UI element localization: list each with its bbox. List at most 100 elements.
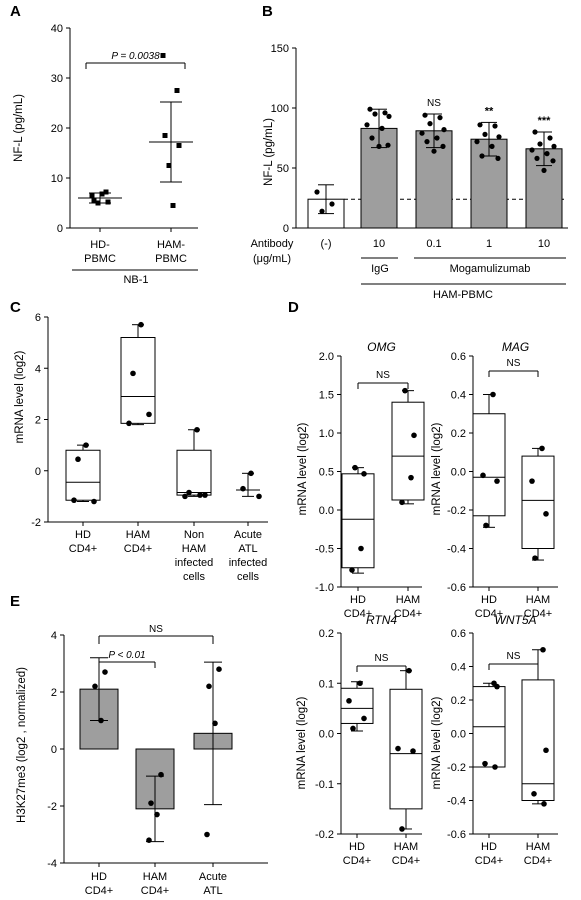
box (340, 687, 374, 724)
box (521, 679, 555, 802)
y-tick-label: -0.2 (315, 829, 334, 841)
data-point (364, 122, 370, 128)
y-tick-label: 0.2 (451, 695, 466, 707)
data-point (349, 567, 355, 573)
data-point (399, 499, 405, 506)
data-point (91, 498, 97, 505)
y-tick-label: 0 (35, 466, 41, 478)
data-point (431, 148, 437, 154)
data-point (358, 545, 364, 552)
data-point (402, 387, 408, 394)
ns-label: NS (375, 653, 389, 664)
data-point (146, 837, 152, 843)
data-point (532, 129, 538, 135)
data-point (385, 142, 391, 148)
data-point (148, 800, 154, 806)
data-point (529, 478, 535, 484)
data-point (361, 471, 367, 477)
y-tick-label: 4 (35, 363, 41, 375)
data-point (474, 139, 480, 145)
y-tick-label: 0 (51, 744, 57, 756)
x-category-label: HAM CD4+ (141, 871, 169, 897)
data-point (529, 147, 535, 153)
y-tick-label: -0.4 (447, 544, 466, 556)
data-point (369, 135, 375, 141)
data-point (154, 811, 160, 818)
group-label: HAM-PBMC (433, 289, 493, 301)
y-tick-label: 1.5 (319, 390, 334, 402)
y-axis-label: mRNA level (log2) (296, 696, 308, 789)
box (176, 449, 212, 496)
x-category-label: 0.1 (426, 238, 441, 250)
data-point (551, 143, 557, 149)
data-point (379, 125, 385, 131)
y-tick-label: -0.1 (315, 779, 334, 791)
y-tick-label: 4 (51, 630, 57, 642)
y-tick-label: 150 (271, 43, 289, 55)
y-tick-label: 0.0 (451, 467, 466, 479)
data-point (399, 826, 405, 832)
data-point (75, 456, 81, 463)
data-point (102, 669, 108, 675)
y-tick-label: 2 (35, 415, 41, 427)
data-point (492, 123, 498, 129)
y-tick-label: -4 (47, 858, 57, 870)
box (521, 455, 555, 550)
ns-label: NS (376, 370, 390, 381)
data-point (543, 511, 549, 517)
data-point (490, 391, 496, 398)
y-tick-label: 20 (51, 123, 63, 135)
data-point (531, 791, 537, 797)
y-tick-label: 1.0 (319, 428, 334, 440)
data-point (494, 478, 500, 484)
data-point (202, 492, 208, 498)
data-point (174, 88, 180, 93)
data-point (550, 158, 556, 164)
data-point (197, 492, 203, 498)
panel-label-d: D (288, 299, 299, 316)
significance-label: *** (538, 115, 552, 127)
data-point (479, 153, 485, 159)
x-category-label: Acute ATL (199, 871, 227, 897)
y-axis-label: mRNA level (log2) (431, 696, 443, 789)
data-point (543, 747, 549, 754)
data-point (367, 106, 373, 112)
x-category-label: HD CD4+ (475, 841, 503, 867)
data-point (186, 489, 192, 496)
panel-label-a: A (10, 3, 21, 20)
data-point (204, 831, 210, 838)
data-point (166, 163, 172, 168)
data-point (427, 121, 433, 127)
data-point (216, 666, 222, 672)
data-point (547, 135, 553, 141)
panel-label-b: B (262, 3, 273, 20)
data-point (406, 667, 412, 674)
box (389, 688, 423, 810)
data-point (95, 200, 101, 206)
data-point (372, 111, 378, 117)
significance-label: NS (427, 98, 441, 109)
data-point (494, 683, 500, 690)
data-point (482, 760, 488, 767)
ns-label: NS (507, 651, 521, 662)
y-tick-label: -0.2 (447, 762, 466, 774)
mogamulizumab-label: Mogamulizumab (450, 263, 531, 275)
data-point (346, 698, 352, 704)
y-tick-label: 0.6 (451, 628, 466, 640)
data-point (206, 683, 212, 690)
data-point (483, 522, 489, 529)
y-tick-label: 40 (51, 23, 63, 35)
box (472, 413, 506, 517)
data-point (541, 167, 547, 173)
data-point (248, 470, 254, 477)
x-category-label: HAM CD4+ (524, 594, 552, 620)
data-point (410, 748, 416, 754)
data-point (422, 112, 428, 118)
group-label: NB-1 (123, 274, 148, 286)
data-point (386, 113, 392, 119)
box (65, 449, 101, 501)
y-tick-label: -0.5 (315, 544, 334, 556)
data-point (329, 201, 335, 207)
data-point (176, 143, 182, 148)
data-point (411, 432, 417, 439)
